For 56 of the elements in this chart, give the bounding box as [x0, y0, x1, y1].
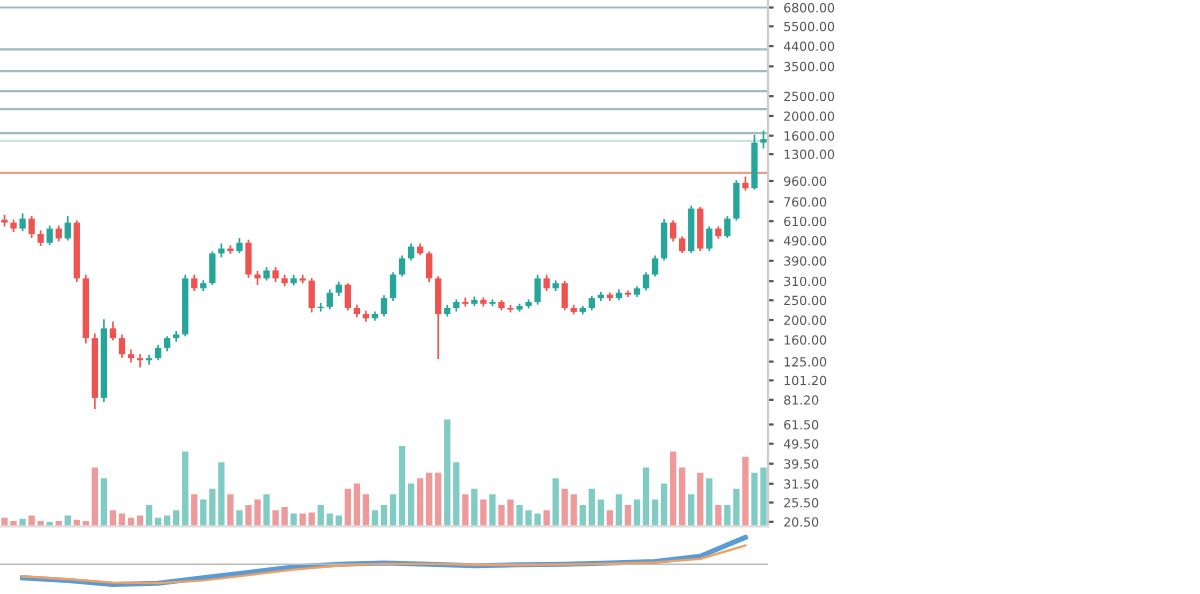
bar	[398, 446, 406, 527]
bar	[353, 483, 361, 527]
bar	[615, 494, 623, 527]
candlestick	[697, 206, 704, 251]
candlestick	[462, 297, 469, 307]
candlestick	[733, 180, 740, 221]
bar	[191, 494, 198, 527]
bar	[552, 478, 559, 527]
candlestick	[398, 255, 406, 277]
bar	[706, 478, 713, 527]
bar	[480, 499, 487, 527]
bar	[416, 478, 424, 527]
candlestick	[435, 276, 442, 360]
bar	[290, 513, 297, 527]
bar	[263, 494, 270, 527]
candlestick	[136, 353, 144, 368]
bar	[669, 451, 677, 527]
bar	[660, 483, 668, 527]
bar	[227, 494, 234, 527]
candlestick	[669, 220, 677, 242]
bar	[444, 419, 451, 527]
candlestick	[64, 216, 71, 241]
bar	[642, 467, 650, 527]
bar	[471, 488, 478, 527]
candlestick	[426, 251, 433, 282]
bar	[100, 478, 108, 527]
candlestick	[660, 218, 668, 261]
bar	[91, 467, 99, 527]
bar	[697, 472, 704, 527]
bar	[742, 456, 749, 527]
candlestick	[706, 226, 713, 251]
candlestick	[173, 330, 180, 342]
candlestick	[561, 280, 568, 311]
candlestick	[326, 289, 333, 310]
candlestick	[751, 134, 758, 190]
bar	[570, 494, 577, 527]
candlestick	[344, 283, 352, 311]
candlestick	[209, 251, 216, 285]
bar	[489, 494, 496, 527]
candlestick	[118, 334, 126, 358]
candlestick	[308, 278, 315, 313]
candlestick	[651, 255, 659, 277]
candlestick	[724, 216, 731, 238]
bar	[688, 494, 695, 527]
candlestick	[389, 272, 397, 302]
candlestick	[624, 290, 632, 297]
bar	[236, 510, 243, 527]
bar	[462, 494, 469, 527]
candlestick	[534, 274, 541, 305]
bar	[344, 488, 352, 527]
candlestick	[28, 216, 35, 238]
candlestick	[380, 295, 388, 317]
candlestick	[245, 239, 252, 278]
candlestick	[688, 205, 695, 253]
bar	[543, 510, 550, 527]
candlestick	[145, 354, 153, 365]
